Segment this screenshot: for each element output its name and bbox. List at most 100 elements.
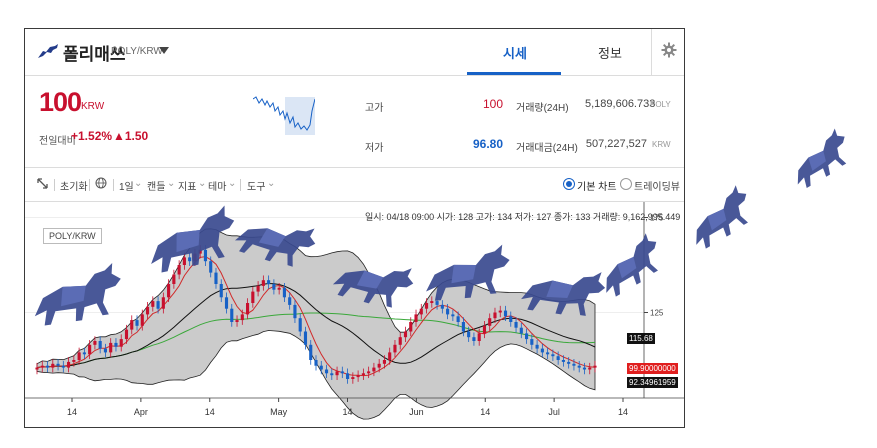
basic-chart-option[interactable]: 기본 차트 bbox=[577, 182, 617, 193]
price-unit: KRW bbox=[81, 101, 105, 112]
candle bbox=[288, 297, 292, 305]
gear-icon[interactable] bbox=[661, 42, 677, 58]
candle bbox=[61, 365, 65, 368]
candle bbox=[156, 301, 160, 309]
candle bbox=[45, 365, 50, 368]
candle bbox=[388, 352, 392, 360]
candle bbox=[372, 367, 376, 372]
candle bbox=[456, 316, 460, 322]
candle bbox=[519, 327, 523, 334]
toolbar-separator bbox=[54, 179, 55, 191]
x-tick-label: 14 bbox=[480, 407, 490, 417]
candle bbox=[56, 363, 60, 366]
candle bbox=[561, 360, 565, 362]
low-value: 96.80 bbox=[472, 137, 503, 151]
candle bbox=[546, 352, 550, 355]
candle bbox=[67, 361, 71, 368]
symbol-label: POLY/KRW bbox=[43, 228, 102, 244]
dropdown-icon[interactable] bbox=[159, 47, 169, 54]
x-tick-label: 14 bbox=[67, 407, 77, 417]
candle bbox=[119, 339, 123, 347]
candle bbox=[272, 284, 276, 290]
bull-icon bbox=[797, 128, 847, 188]
current-price: 100 bbox=[39, 87, 82, 117]
candle bbox=[525, 333, 529, 340]
volume-value: 5,189,606.733 bbox=[585, 98, 656, 110]
candle bbox=[298, 318, 302, 332]
globe-icon[interactable] bbox=[95, 177, 107, 189]
candle bbox=[135, 320, 139, 326]
candle bbox=[393, 344, 397, 353]
dropdown-icon: ⌄ bbox=[198, 178, 207, 189]
candle bbox=[472, 337, 476, 341]
candle bbox=[361, 373, 365, 376]
candle bbox=[582, 367, 587, 370]
theme-select[interactable]: 테마 bbox=[208, 182, 227, 193]
coin-header: 폴리매쓰 POLY/KRW 시세 정보 bbox=[25, 29, 684, 76]
candle bbox=[182, 257, 186, 265]
candle bbox=[335, 371, 339, 376]
candle bbox=[593, 365, 597, 368]
candle bbox=[314, 360, 318, 366]
info-divider bbox=[25, 167, 684, 168]
candle bbox=[588, 367, 592, 370]
candle bbox=[530, 339, 534, 345]
radio-icon[interactable] bbox=[563, 178, 575, 190]
tab-info[interactable]: 정보 bbox=[598, 46, 622, 61]
coin-pair[interactable]: POLY/KRW bbox=[111, 46, 163, 57]
candle bbox=[219, 284, 223, 298]
candle bbox=[51, 363, 55, 368]
candle bbox=[261, 280, 265, 286]
mini-chart bbox=[253, 96, 315, 135]
expand-icon[interactable] bbox=[37, 178, 48, 189]
dropdown-icon: ⌄ bbox=[228, 178, 237, 189]
candle bbox=[540, 348, 544, 353]
tradingview-option[interactable]: 트레이딩뷰 bbox=[634, 182, 680, 193]
indicator-select[interactable]: 지표 bbox=[178, 182, 197, 193]
price-tag-band: 92.34961959 bbox=[627, 377, 678, 388]
chart-toolbar: 초기화 1일 ⌄ 캔들 ⌄ 지표 ⌄ 테마 ⌄ 도구 ⌄ 기본 차트 트레이딩뷰 bbox=[25, 169, 684, 202]
candle bbox=[35, 367, 39, 370]
candle bbox=[403, 331, 408, 338]
candle bbox=[177, 265, 181, 275]
candle bbox=[440, 304, 444, 309]
candle bbox=[103, 348, 107, 353]
tab-quote[interactable]: 시세 bbox=[503, 46, 527, 61]
bull-icon bbox=[696, 185, 748, 249]
candle bbox=[498, 310, 502, 313]
amount-label: 거래대금(24H) bbox=[516, 143, 578, 154]
candle bbox=[446, 308, 450, 315]
dropdown-icon: ⌄ bbox=[267, 178, 276, 189]
candle bbox=[572, 363, 576, 366]
candle bbox=[351, 377, 355, 379]
candle bbox=[324, 369, 329, 374]
active-tab-indicator bbox=[467, 72, 561, 75]
candle bbox=[72, 360, 76, 362]
bull-icon bbox=[38, 44, 58, 58]
low-label: 저가 bbox=[365, 143, 384, 154]
candle bbox=[267, 280, 271, 284]
candle bbox=[461, 322, 465, 332]
price-chart[interactable]: 175 125 14 Apr 14 May 14 Jun 14 Jul 14 bbox=[25, 202, 684, 427]
candle bbox=[551, 354, 555, 357]
interval-select[interactable]: 1일 bbox=[119, 182, 134, 193]
candle bbox=[240, 314, 244, 321]
coin-name[interactable]: 폴리매쓰 bbox=[63, 45, 126, 64]
y-tick-label: 125 bbox=[650, 309, 664, 318]
candle bbox=[309, 344, 313, 360]
amount-unit: KRW bbox=[652, 140, 671, 149]
moving-average-short bbox=[36, 256, 596, 377]
candle bbox=[382, 360, 386, 364]
tools-select[interactable]: 도구 bbox=[247, 182, 266, 193]
candle bbox=[246, 303, 250, 315]
candle bbox=[493, 312, 497, 319]
radio-icon[interactable] bbox=[620, 178, 632, 190]
candle bbox=[514, 322, 518, 328]
candle bbox=[477, 333, 481, 341]
high-label: 고가 bbox=[365, 103, 384, 114]
candle bbox=[224, 297, 229, 309]
candle bbox=[377, 363, 381, 368]
candle-select[interactable]: 캔들 bbox=[147, 182, 166, 193]
candle bbox=[188, 257, 192, 262]
reset-button[interactable]: 초기화 bbox=[60, 182, 88, 193]
